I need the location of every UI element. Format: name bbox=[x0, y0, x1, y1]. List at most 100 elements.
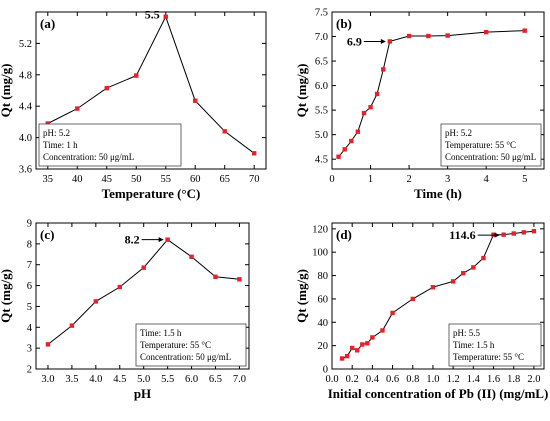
y-axis-title: Qt (mg/g) bbox=[0, 64, 13, 118]
y-tick-label: 60 bbox=[318, 294, 329, 305]
x-tick-label: 35 bbox=[43, 174, 54, 185]
panel-tag: (c) bbox=[40, 227, 54, 242]
data-point bbox=[93, 299, 99, 304]
data-point bbox=[222, 129, 227, 134]
x-tick-label: 5.0 bbox=[137, 374, 150, 385]
data-point bbox=[381, 67, 386, 72]
data-point bbox=[342, 147, 347, 152]
y-tick-label: 40 bbox=[318, 318, 329, 329]
data-point bbox=[189, 254, 194, 259]
data-point bbox=[355, 348, 360, 353]
condition-text: pH: 5.2 bbox=[445, 128, 472, 138]
data-point bbox=[165, 237, 170, 242]
y-tick-label: 3.6 bbox=[19, 165, 32, 176]
annotation-arrowhead bbox=[494, 232, 500, 238]
peak-annotation: 6.9 bbox=[347, 34, 362, 48]
condition-text: Temperature: 55 °C bbox=[445, 140, 516, 150]
data-point bbox=[501, 232, 506, 237]
condition-text: Concentration: 50 μg/mL bbox=[43, 152, 134, 162]
x-tick-label: 0.0 bbox=[325, 374, 338, 385]
data-point bbox=[406, 33, 412, 39]
data-point bbox=[360, 342, 365, 347]
condition-text: Temperature: 55 °C bbox=[453, 352, 524, 362]
data-point bbox=[45, 342, 51, 347]
data-point bbox=[368, 104, 373, 110]
y-tick-label: 4.4 bbox=[19, 102, 33, 113]
chart-panel-a: 35 40 45 50 55 60 65 70 3.6 4.0 4.4 4.8 5.2 Temperatu… bbox=[0, 8, 267, 201]
data-point bbox=[349, 345, 355, 351]
x-tick-label: 65 bbox=[219, 174, 230, 185]
plot-frame bbox=[331, 222, 545, 370]
data-point bbox=[344, 353, 350, 359]
x-tick-label: 6.0 bbox=[185, 374, 198, 385]
x-tick-label: 4.0 bbox=[89, 374, 102, 385]
data-point bbox=[336, 154, 341, 159]
data-point bbox=[361, 110, 367, 116]
x-tick-label: 50 bbox=[131, 174, 142, 185]
conditions-box bbox=[135, 323, 247, 367]
plot-frame bbox=[331, 11, 545, 170]
x-tick-label: 3.0 bbox=[41, 374, 54, 385]
peak-annotation: 5.5 bbox=[145, 8, 160, 22]
data-point bbox=[45, 121, 50, 126]
x-tick-label: 0 bbox=[329, 174, 334, 185]
data-point bbox=[134, 73, 139, 78]
panel-tag: (b) bbox=[336, 16, 352, 31]
condition-text: Concentration: 50 μg/mL bbox=[445, 152, 536, 162]
x-tick-label: 70 bbox=[249, 174, 260, 185]
annotation-arrowhead bbox=[158, 237, 164, 243]
data-point bbox=[213, 274, 218, 280]
x-tick-label: 2.0 bbox=[527, 374, 540, 385]
condition-text: Time: 1.5 h bbox=[140, 328, 182, 338]
y-tick-label: 5.5 bbox=[315, 106, 328, 117]
y-axis-title: Qt (mg/g) bbox=[0, 269, 13, 323]
data-point bbox=[430, 285, 436, 290]
conditions-box bbox=[38, 123, 182, 167]
data-point bbox=[483, 29, 489, 35]
x-tick-label: 5 bbox=[522, 174, 527, 185]
data-point bbox=[390, 310, 395, 316]
y-axis-title: Qt (mg/g) bbox=[294, 269, 309, 323]
data-point bbox=[355, 129, 361, 134]
x-tick-label: 1.8 bbox=[507, 374, 520, 385]
data-point bbox=[531, 228, 537, 234]
x-tick-label: 0.4 bbox=[366, 374, 380, 385]
x-tick-label: 2 bbox=[406, 174, 411, 185]
y-tick-label: 7 bbox=[27, 260, 32, 271]
x-tick-label: 1.4 bbox=[467, 374, 481, 385]
x-tick-label: 1 bbox=[368, 174, 373, 185]
x-tick-label: 1.6 bbox=[487, 374, 500, 385]
chart-panel-d: 0.0 0.2 0.4 0.6 0.8 1.0 1.2 1.4 1.6 1.8 2.0 0 20 40 60… bbox=[294, 222, 549, 401]
x-tick-label: 1.2 bbox=[447, 374, 460, 385]
data-point bbox=[349, 138, 354, 144]
data-point bbox=[374, 91, 380, 97]
chart-panel-c: 3.0 3.5 4.0 4.5 5.0 5.5 6.0 6.5 7.0 2 3 4 5 6 7 8 9 pH Qt … bbox=[0, 219, 250, 401]
y-tick-label: 9 bbox=[27, 219, 32, 230]
condition-text: pH: 5.5 bbox=[453, 328, 481, 338]
y-tick-label: 4.0 bbox=[19, 133, 32, 144]
data-point bbox=[471, 265, 476, 270]
data-point bbox=[117, 284, 122, 290]
panel-tag: (a) bbox=[40, 16, 55, 31]
data-point bbox=[237, 277, 242, 282]
x-tick-label: 4 bbox=[484, 174, 490, 185]
y-tick-label: 6.0 bbox=[315, 81, 328, 92]
y-axis-title: Qt (mg/g) bbox=[294, 64, 309, 118]
data-point bbox=[387, 39, 393, 44]
x-tick-label: 4.5 bbox=[113, 374, 126, 385]
conditions-box bbox=[440, 123, 542, 167]
series-line bbox=[47, 15, 255, 154]
y-tick-label: 6.5 bbox=[315, 57, 328, 68]
data-point bbox=[370, 335, 375, 340]
data-point bbox=[69, 323, 75, 328]
data-point bbox=[511, 231, 516, 236]
condition-text: pH: 5.2 bbox=[43, 128, 70, 138]
peak-annotation: 8.2 bbox=[125, 233, 140, 247]
y-tick-label: 6 bbox=[27, 281, 32, 292]
x-axis-title: Initial concentration of Pb (II) (mg/mL) bbox=[328, 386, 549, 401]
data-point bbox=[426, 33, 431, 39]
x-tick-label: 0.2 bbox=[346, 374, 359, 385]
condition-text: Time: 1 h bbox=[43, 140, 78, 150]
y-tick-label: 120 bbox=[312, 224, 328, 235]
x-tick-label: 3.5 bbox=[65, 374, 78, 385]
